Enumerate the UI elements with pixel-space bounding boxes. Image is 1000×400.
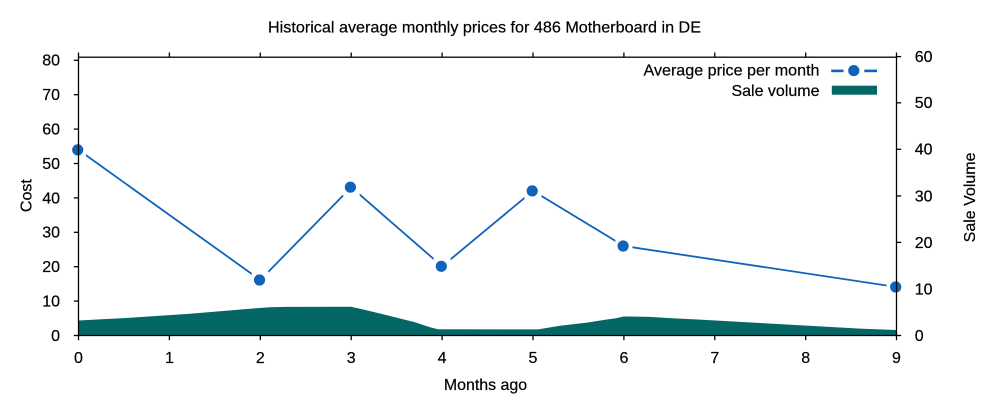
- svg-text:Sale volume: Sale volume: [731, 83, 819, 100]
- svg-text:1: 1: [165, 350, 174, 367]
- svg-text:0: 0: [74, 350, 83, 367]
- svg-text:Average price per month: Average price per month: [644, 63, 820, 80]
- svg-text:30: 30: [915, 188, 933, 205]
- svg-text:60: 60: [915, 49, 933, 66]
- svg-text:5: 5: [529, 350, 538, 367]
- svg-text:Cost: Cost: [18, 179, 35, 212]
- svg-text:6: 6: [619, 350, 628, 367]
- svg-text:4: 4: [438, 350, 447, 367]
- svg-text:Months ago: Months ago: [444, 377, 527, 394]
- svg-text:80: 80: [42, 53, 60, 70]
- svg-text:3: 3: [347, 350, 356, 367]
- svg-text:8: 8: [801, 350, 810, 367]
- svg-text:40: 40: [42, 190, 60, 207]
- svg-text:9: 9: [892, 350, 901, 367]
- svg-text:20: 20: [42, 259, 60, 276]
- svg-text:30: 30: [42, 225, 60, 242]
- svg-text:60: 60: [42, 122, 60, 139]
- svg-text:20: 20: [915, 235, 933, 252]
- svg-text:50: 50: [915, 95, 933, 112]
- svg-text:10: 10: [42, 294, 60, 311]
- svg-text:50: 50: [42, 156, 60, 173]
- svg-text:2: 2: [256, 350, 265, 367]
- svg-text:7: 7: [710, 350, 719, 367]
- svg-text:Historical average monthly pri: Historical average monthly prices for 48…: [268, 20, 701, 37]
- svg-text:Sale Volume: Sale Volume: [962, 152, 979, 242]
- svg-text:70: 70: [42, 87, 60, 104]
- svg-text:10: 10: [915, 281, 933, 298]
- svg-text:0: 0: [915, 328, 924, 345]
- svg-text:40: 40: [915, 142, 933, 159]
- svg-text:0: 0: [51, 328, 60, 345]
